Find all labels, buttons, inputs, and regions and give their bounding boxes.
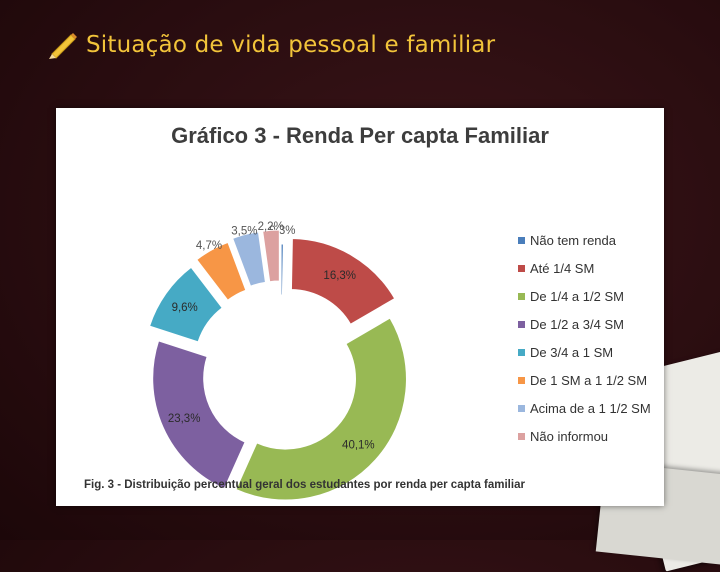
legend-swatch xyxy=(518,292,525,300)
slice-label-de-1-2-a-3-4-sm: 23,3% xyxy=(168,413,201,425)
legend-item-de-1-2-a-3-4-sm: De 1/2 a 3/4 SM xyxy=(518,310,651,338)
slice-label-acima-de-a-1-1-2-sm: 3,5% xyxy=(231,225,257,237)
legend-item-de-3-4-a-1-sm: De 3/4 a 1 SM xyxy=(518,338,651,366)
legend-label: Não tem renda xyxy=(530,232,616,248)
chart-title: Gráfico 3 - Renda Per capta Familiar xyxy=(171,123,549,148)
figure-caption: Fig. 3 - Distribuição percentual geral d… xyxy=(84,479,525,491)
legend-item-nao-tem-renda: Não tem renda xyxy=(518,226,651,254)
legend-label: De 1 SM a 1 1/2 SM xyxy=(530,372,648,388)
legend-item-de-1-4-a-1-2-sm: De 1/4 a 1/2 SM xyxy=(518,282,651,310)
legend-label: Até 1/4 SM xyxy=(530,260,595,276)
legend-item-de-1-sm-a-1-1-2-sm: De 1 SM a 1 1/2 SM xyxy=(518,366,651,394)
legend-label: De 1/2 a 3/4 SM xyxy=(530,316,624,332)
slice-de-1-sm-a-1-1-2-sm xyxy=(196,241,247,301)
legend-label: Acima de a 1 1/2 SM xyxy=(530,400,651,416)
donut-chart: 0,3%16,3%40,1%23,3%9,6%4,7%3,5% 2,2% xyxy=(148,221,407,501)
slice-acima-de-a-1-1-2-sm xyxy=(232,231,267,287)
legend-label: De 1/4 a 1/2 SM xyxy=(530,288,624,304)
slice-label-nao-informou: 2,2% xyxy=(258,221,284,233)
legend-swatch xyxy=(518,432,525,440)
pencil-icon xyxy=(49,33,77,59)
slide-title-text: Situação de vida pessoal e familiar xyxy=(86,32,496,58)
slide-title: Situação de vida pessoal e familiar xyxy=(44,30,495,60)
chart-legend: Não tem renda Até 1/4 SM De 1/4 a 1/2 SM De… xyxy=(518,226,651,450)
legend-label: De 3/4 a 1 SM xyxy=(530,344,614,360)
slice-label-de-1-sm-a-1-1-2-sm: 4,7% xyxy=(196,240,222,252)
legend-item-nao-informou: Não informou xyxy=(518,422,651,450)
slice-de-1-4-a-1-2-sm xyxy=(235,317,407,501)
slice-label-de-1-4-a-1-2-sm: 40,1% xyxy=(342,440,375,452)
legend-swatch xyxy=(518,348,525,356)
legend-swatch xyxy=(518,376,525,384)
legend-swatch xyxy=(518,320,525,328)
legend-swatch xyxy=(518,404,525,412)
legend-swatch xyxy=(518,236,525,244)
legend-swatch xyxy=(518,264,525,272)
slice-nao-informou xyxy=(262,229,280,283)
slice-de-3-4-a-1-sm xyxy=(148,266,223,343)
slice-label-ate-1-4-sm: 16,3% xyxy=(323,270,356,282)
slice-label-de-3-4-a-1-sm: 9,6% xyxy=(172,302,198,314)
legend-item-acima-de-a-1-1-2-sm: Acima de a 1 1/2 SM xyxy=(518,394,651,422)
slice-de-1-2-a-3-4-sm xyxy=(152,340,246,490)
legend-label: Não informou xyxy=(530,428,609,444)
chart-panel: 0,3% 16,3% 40,1% 23,3% 9,6% 4,7% 3,5% 2,2% Gráf… xyxy=(56,108,664,506)
slice-nao-tem-renda xyxy=(280,243,284,296)
legend-item-ate-1-4-sm: Até 1/4 SM xyxy=(518,254,651,282)
slice-ate-1-4-sm xyxy=(290,237,396,325)
